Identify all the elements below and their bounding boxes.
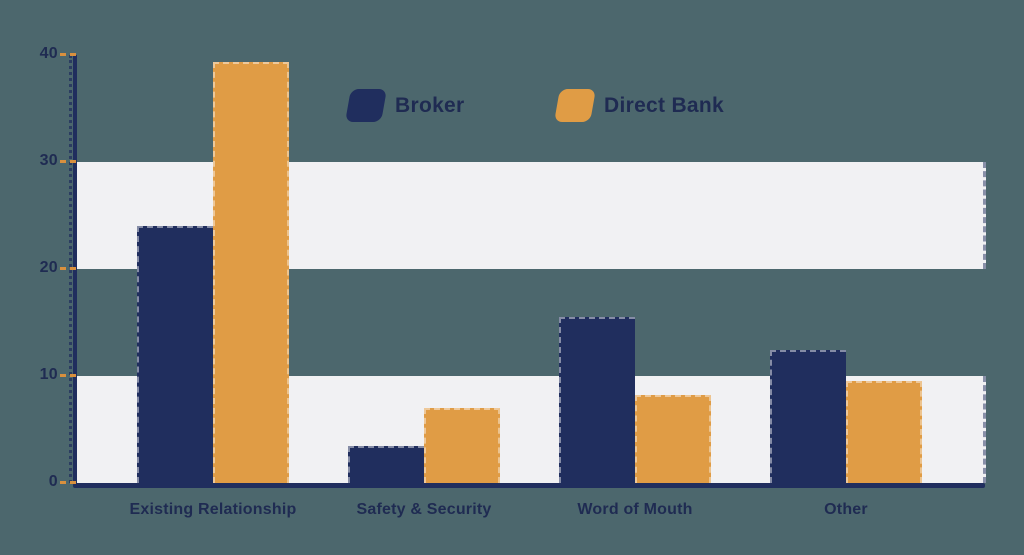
bar-direct-bank-existing-relationship — [213, 62, 289, 483]
y-tick-label-30: 30 — [39, 152, 58, 169]
bar-broker-word-of-mouth — [559, 317, 635, 483]
legend-swatch-direct-bank — [554, 89, 596, 122]
x-axis-label-existing-relationship: Existing Relationship — [129, 501, 297, 518]
legend-item-direct-bank: Direct Bank — [554, 89, 725, 122]
legend-swatch-broker — [345, 89, 387, 122]
bar-broker-safety-security — [348, 445, 424, 483]
y-tick-mark-20 — [60, 267, 76, 270]
y-tick-mark-30 — [60, 160, 76, 163]
y-tick-label-10: 10 — [39, 366, 58, 383]
x-axis-label-word-of-mouth: Word of Mouth — [577, 501, 693, 518]
bar-direct-bank-safety-security — [424, 408, 500, 483]
y-tick-label-0: 0 — [48, 473, 58, 490]
legend-label-direct-bank: Direct Bank — [604, 93, 725, 117]
bar-direct-bank-word-of-mouth — [635, 395, 711, 483]
y-tick-label-20: 20 — [39, 259, 58, 276]
bar-broker-existing-relationship — [137, 226, 213, 483]
x-axis-label-other: Other — [824, 501, 868, 518]
x-axis-line — [73, 483, 985, 488]
x-axis-label-safety-security: Safety & Security — [356, 501, 492, 518]
y-tick-label-40: 40 — [39, 45, 58, 62]
y-tick-mark-0 — [60, 481, 76, 484]
y-tick-mark-10 — [60, 374, 76, 377]
bar-direct-bank-other — [846, 381, 922, 483]
legend-label-broker: Broker — [395, 93, 465, 117]
y-tick-mark-40 — [60, 53, 76, 56]
bar-broker-other — [770, 350, 846, 483]
legend-item-broker: Broker — [345, 89, 465, 122]
